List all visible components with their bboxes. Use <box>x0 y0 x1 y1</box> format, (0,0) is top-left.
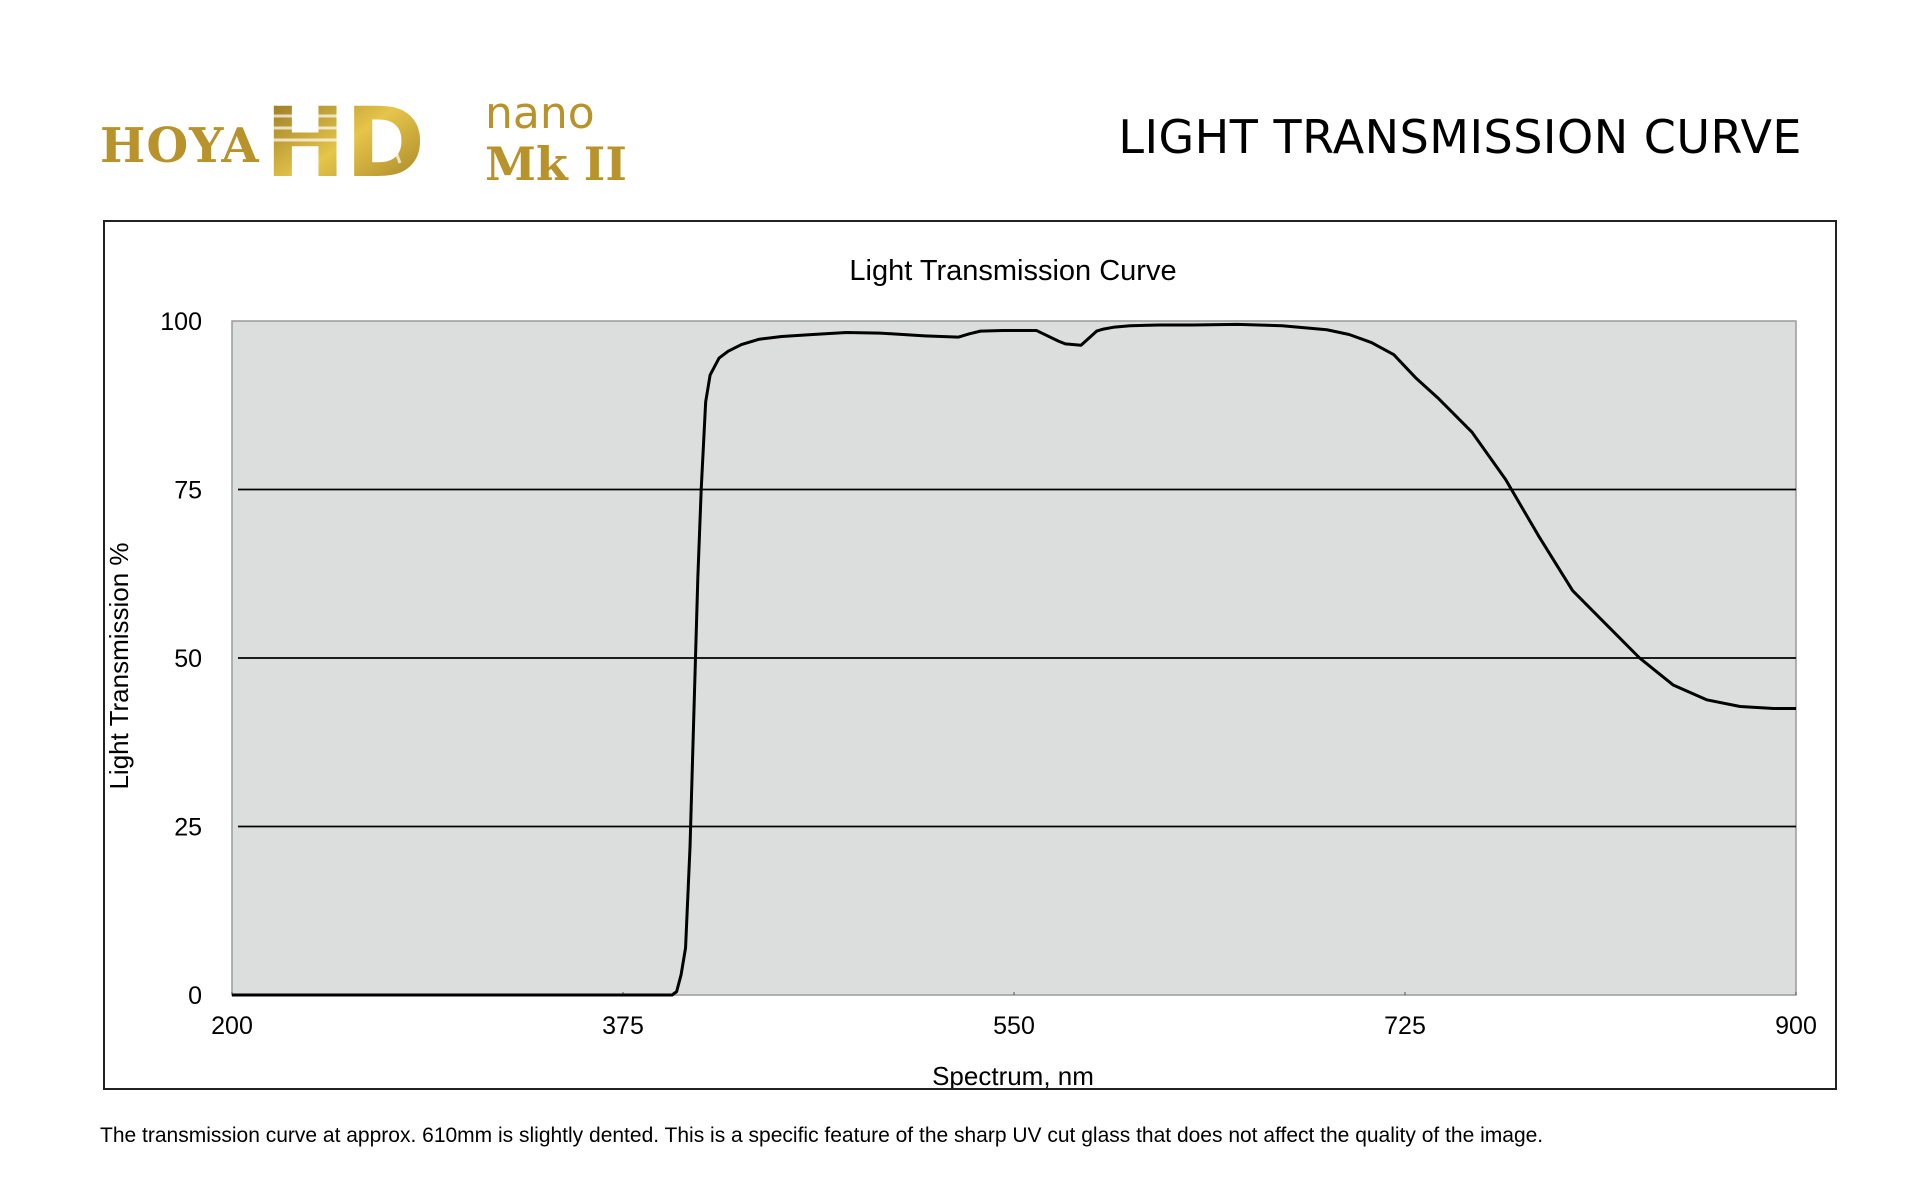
x-axis-label: Spectrum, nm <box>932 1061 1094 1088</box>
chart-frame: Light Transmission Curve 0 25 50 75 100 200 3… <box>103 220 1837 1090</box>
svg-text:HOYA: HOYA <box>100 118 260 174</box>
y-tick-label: 25 <box>174 814 202 842</box>
y-tick-label: 0 <box>188 982 202 1010</box>
footnote: The transmission curve at approx. 610mm … <box>100 1124 1544 1147</box>
svg-text:HD: HD <box>265 88 425 198</box>
svg-text:Mk II: Mk II <box>485 137 627 191</box>
x-tick-label: 725 <box>1384 1012 1426 1040</box>
x-tick-label: 550 <box>993 1012 1035 1040</box>
page-heading: LIGHT TRANSMISSION CURVE <box>1118 110 1802 164</box>
transmission-line <box>232 322 1796 997</box>
hoya-hd-nano-mk2-logo: HOYA HD nano Mk II <box>100 88 630 198</box>
y-tick-label: 100 <box>160 308 202 336</box>
chart-title: Light Transmission Curve <box>849 255 1176 287</box>
y-tick-label: 50 <box>174 645 202 673</box>
x-tick-label: 900 <box>1775 1012 1817 1040</box>
y-axis-label: Light Transmission % <box>105 542 134 789</box>
svg-text:nano: nano <box>485 88 595 139</box>
x-tick-label: 375 <box>602 1012 644 1040</box>
transmission-chart: Light Transmission Curve 0 25 50 75 100 200 3… <box>105 255 1817 1088</box>
y-tick-label: 75 <box>174 477 202 505</box>
x-tick-label: 200 <box>211 1012 253 1040</box>
